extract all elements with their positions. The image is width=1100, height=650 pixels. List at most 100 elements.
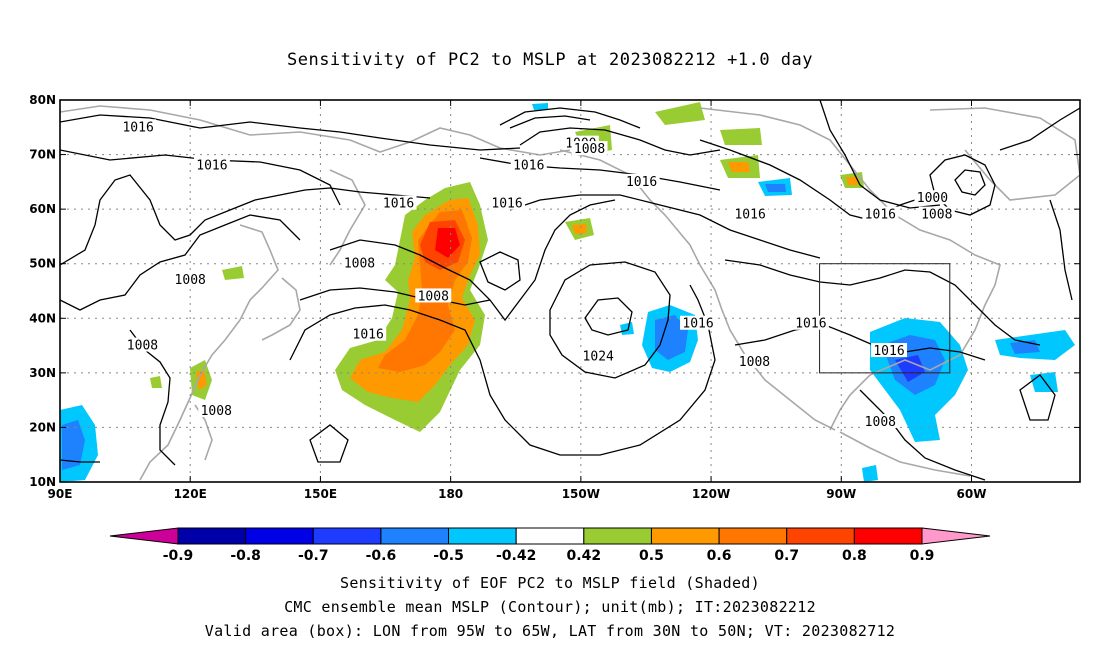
contour-label-bg — [380, 195, 417, 210]
contour-label: 1008 — [865, 415, 896, 430]
x-tick-label: 90E — [48, 487, 73, 501]
y-tick-label: 30N — [29, 366, 56, 380]
mslp-contour — [309, 424, 349, 463]
mslp-contour — [999, 107, 1080, 151]
contour-label-bg — [918, 206, 955, 221]
contour-label-bg — [193, 157, 230, 172]
mslp-contour — [60, 214, 301, 311]
contour-label: 1000 — [917, 191, 948, 206]
positive-sensitivity-region — [728, 162, 750, 172]
mslp-contour — [549, 261, 671, 379]
y-tick-label: 40N — [29, 311, 56, 325]
footer-line-1: Sensitivity of EOF PC2 to MSLP field (Sh… — [340, 574, 760, 592]
positive-sensitivity-region — [846, 177, 858, 185]
contour-label-bg — [341, 255, 378, 270]
mslp-contour — [859, 389, 986, 481]
contour-label: 1008 — [344, 257, 375, 272]
positive-sensitivity-region — [720, 128, 762, 145]
mslp-contour — [734, 324, 986, 361]
contour-label-bg — [510, 157, 547, 172]
x-tick-label: 150E — [304, 487, 337, 501]
contour-label: 1016 — [196, 158, 227, 173]
colorbar-label: -0.6 — [366, 548, 397, 564]
contour-label: 1008 — [175, 273, 206, 288]
x-tick-label: 150W — [562, 487, 600, 501]
mslp-contour — [479, 251, 521, 291]
negative-sensitivity-region — [765, 184, 786, 192]
coastline-alaska — [559, 149, 836, 431]
contour-label: 1008 — [739, 355, 770, 370]
contour-label: 1008 — [127, 339, 158, 354]
contour-label: 1016 — [491, 197, 522, 212]
colorbar-label: 0.8 — [842, 548, 867, 564]
contour-label-bg — [623, 173, 660, 188]
x-tick-label: 120E — [174, 487, 207, 501]
contour-label-bg — [862, 206, 899, 221]
mslp-contour — [819, 100, 941, 209]
contour-label-bg — [914, 190, 951, 205]
contour-label: 1016 — [383, 197, 414, 212]
x-tick-label: 120W — [692, 487, 730, 501]
mslp-contour — [1049, 199, 1073, 301]
colorbar-under-triangle — [109, 527, 179, 545]
map-frame — [59, 99, 1081, 483]
positive-sensitivity-region — [222, 266, 244, 280]
positive-sensitivity-region — [572, 224, 587, 234]
contour-label: 1008 — [574, 142, 605, 157]
negative-sensitivity-region — [862, 465, 878, 482]
negative-sensitivity-region — [532, 103, 548, 110]
colorbar-label: 0.7 — [774, 548, 799, 564]
contour-label-bg — [862, 413, 899, 428]
map-axes: 90E 120E 150E 180 150W 120W 90W 60W 10N 20N 30N 40N… — [29, 93, 1080, 501]
colorbar-label: -0.7 — [298, 548, 329, 564]
contour-label: 1008 — [921, 208, 952, 223]
mslp-contour — [60, 149, 341, 206]
colorbar-swatch — [245, 527, 314, 545]
x-tick-label: 90W — [826, 487, 856, 501]
negative-sensitivity-region — [655, 315, 688, 360]
colorbar-swatch — [312, 527, 382, 545]
contour-label-bg — [732, 206, 769, 221]
contour-label: 1008 — [418, 289, 449, 304]
colorbar-label: -0.9 — [163, 548, 194, 564]
negative-sensitivity-region — [62, 420, 85, 470]
colorbar-swatch — [718, 527, 788, 545]
mslp-contour — [299, 287, 491, 306]
contour-label: 1016 — [353, 328, 384, 343]
colorbar-swatch — [786, 527, 855, 545]
negative-sensitivity-region — [1030, 372, 1058, 392]
y-tick-label: 70N — [29, 148, 56, 162]
contour-label-bg — [124, 337, 161, 352]
negative-sensitivity-region — [620, 322, 634, 335]
coastline-asia — [60, 105, 571, 156]
coastline-japan — [261, 277, 301, 341]
mslp-contour — [724, 259, 1041, 346]
mslp-contour — [499, 107, 641, 129]
contour-label-bg — [415, 288, 452, 303]
contour-label: 1016 — [734, 208, 765, 223]
colorbar-over-triangle — [921, 527, 991, 545]
contour-label: 1016 — [626, 175, 657, 190]
contour-label: 1016 — [865, 208, 896, 223]
y-tick-label: 50N — [29, 257, 56, 271]
contour-label: 1016 — [122, 120, 153, 135]
colorbar-label: -0.42 — [496, 548, 536, 564]
mslp-contour — [519, 127, 721, 156]
positive-sensitivity-region — [196, 370, 207, 390]
x-tick-label: 60W — [957, 487, 987, 501]
contour-label-bg — [580, 348, 617, 363]
contour-label: 1024 — [583, 349, 614, 364]
coastline-kamchatka — [329, 169, 366, 266]
mslp-contour — [60, 114, 521, 151]
contour-label: 1016 — [513, 158, 544, 173]
positive-sensitivity-region — [655, 102, 705, 125]
contour-label-bg — [792, 315, 829, 330]
contour-label-bg — [871, 343, 908, 358]
colorbar-swatch — [448, 527, 517, 545]
positive-sensitivity-region — [150, 376, 162, 388]
mslp-contour — [954, 169, 986, 196]
positive-sensitivity-region — [435, 228, 460, 258]
sensitivity-shading — [60, 102, 1075, 482]
mslp-contour — [289, 284, 716, 456]
mslp-contour — [509, 194, 821, 259]
